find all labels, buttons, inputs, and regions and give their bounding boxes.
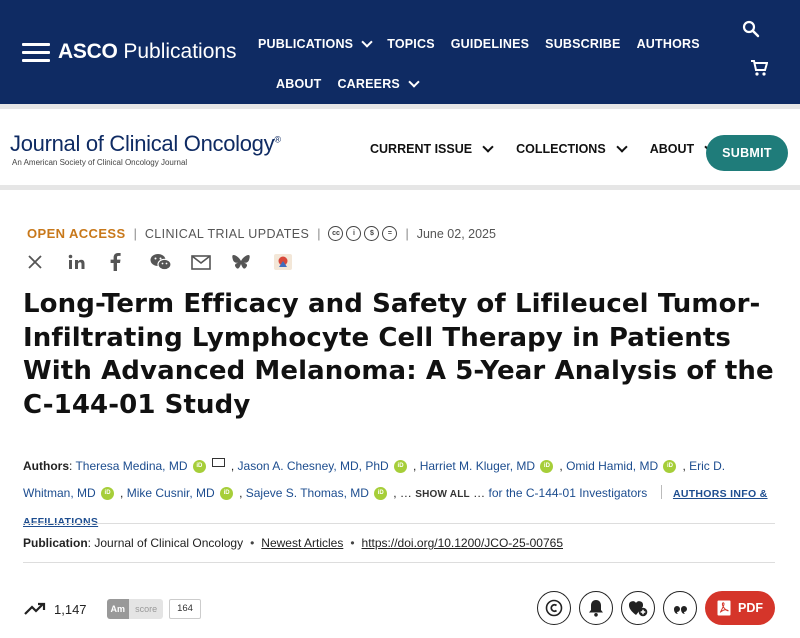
chevron-down-icon xyxy=(482,141,494,153)
orcid-icon[interactable]: iD xyxy=(540,460,554,473)
author-link[interactable]: Sajeve S. Thomas, MD xyxy=(245,486,369,500)
x-icon[interactable] xyxy=(27,250,68,274)
submit-button[interactable]: SUBMIT xyxy=(706,135,788,171)
author-link[interactable]: Jason A. Chesney, MD, PhD xyxy=(237,459,389,473)
email-icon[interactable] xyxy=(191,250,232,274)
article-section[interactable]: CLINICAL TRIAL UPDATES xyxy=(144,226,310,241)
author-link[interactable]: Mike Cusnir, MD xyxy=(126,486,215,500)
bluesky-icon[interactable] xyxy=(232,250,273,274)
cart-icon[interactable] xyxy=(750,60,770,78)
chevron-down-icon xyxy=(408,76,420,88)
metrics-bar: 1,147 Am score 164 xyxy=(24,599,201,619)
orcid-icon[interactable]: iD xyxy=(394,460,408,473)
newest-articles-link[interactable]: Newest Articles xyxy=(261,536,344,550)
journal-header: Journal of Clinical Oncology® An America… xyxy=(0,104,800,190)
publish-date: June 02, 2025 xyxy=(416,226,496,241)
creative-commons-license[interactable]: cc i $ = xyxy=(328,226,398,241)
mail-icon[interactable] xyxy=(211,458,225,467)
authors-info-affiliations-link[interactable]: AUTHORS INFO & AFFILIATIONS xyxy=(23,488,768,528)
pdf-icon xyxy=(717,600,731,616)
orcid-icon[interactable]: iD xyxy=(192,460,206,473)
altmetric-count: 164 xyxy=(169,599,201,619)
view-count: 1,147 xyxy=(54,601,87,617)
chevron-down-icon xyxy=(361,36,373,48)
menu-icon[interactable] xyxy=(22,43,50,63)
nav-authors[interactable]: AUTHORS xyxy=(636,37,700,51)
altmetric-badge[interactable]: Am score 164 xyxy=(106,599,201,619)
nav-topics[interactable]: TOPICS xyxy=(387,37,435,51)
journal-subtitle: An American Society of Clinical Oncology… xyxy=(12,158,188,167)
author-link[interactable]: Theresa Medina, MD xyxy=(75,459,188,473)
top-navigation: PUBLICATIONS TOPICS GUIDELINES SUBSCRIBE… xyxy=(258,24,700,104)
nav-publications[interactable]: PUBLICATIONS xyxy=(258,36,373,51)
wechat-icon[interactable] xyxy=(150,250,191,274)
divider xyxy=(23,523,775,524)
facebook-icon[interactable] xyxy=(109,250,150,274)
orcid-icon[interactable]: iD xyxy=(663,460,677,473)
chevron-down-icon xyxy=(616,141,628,153)
nav-subscribe[interactable]: SUBSCRIBE xyxy=(545,37,621,51)
author-link[interactable]: Omid Hamid, MD xyxy=(566,459,659,473)
cc-nd-icon: = xyxy=(382,226,398,241)
jco-logo[interactable]: Journal of Clinical Oncology® An America… xyxy=(10,131,281,167)
divider xyxy=(23,562,775,563)
cite-quote-icon[interactable] xyxy=(663,591,697,625)
favorite-add-icon[interactable] xyxy=(621,591,655,625)
orcid-icon[interactable]: iD xyxy=(374,487,388,500)
nav-collections[interactable]: COLLECTIONS xyxy=(516,141,628,156)
alert-bell-icon[interactable] xyxy=(579,591,613,625)
open-access-badge: OPEN ACCESS xyxy=(27,226,126,241)
nav-about[interactable]: ABOUT xyxy=(276,77,322,91)
author-link[interactable]: Harriet M. Kluger, MD xyxy=(419,459,536,473)
nav-guidelines[interactable]: GUIDELINES xyxy=(450,37,530,51)
search-icon[interactable] xyxy=(742,20,764,42)
author-list: Authors: Theresa Medina, MD iD, Jason A.… xyxy=(23,458,768,528)
orcid-icon[interactable]: iD xyxy=(101,487,115,500)
journal-navigation: CURRENT ISSUE COLLECTIONS ABOUT xyxy=(370,141,716,156)
trending-up-icon xyxy=(24,602,46,615)
cc-icon: cc xyxy=(328,226,344,241)
permissions-icon[interactable] xyxy=(537,591,571,625)
publication-journal: Journal of Clinical Oncology xyxy=(94,536,244,550)
author-link[interactable]: Eric D. Whitman, MD xyxy=(23,459,726,500)
doi-link[interactable]: https://doi.org/10.1200/JCO-25-00765 xyxy=(361,536,563,550)
share-bar xyxy=(27,250,314,274)
nav-journal-about[interactable]: ABOUT xyxy=(650,141,716,156)
asco-publications-logo[interactable]: ASCO Publications xyxy=(58,40,237,63)
linkedin-icon[interactable] xyxy=(68,250,109,274)
cc-by-icon: i xyxy=(346,226,362,241)
pdf-download-button[interactable]: PDF xyxy=(705,591,775,625)
cc-nc-icon: $ xyxy=(364,226,380,241)
nav-current-issue[interactable]: CURRENT ISSUE xyxy=(370,141,494,156)
site-header: ASCO Publications PUBLICATIONS TOPICS GU… xyxy=(0,0,800,104)
mendeley-icon[interactable] xyxy=(273,250,314,274)
article-actions: PDF xyxy=(537,591,775,625)
article-title: Long-Term Efficacy and Safety of Lifileu… xyxy=(23,289,774,420)
publication-line: Publication: Journal of Clinical Oncolog… xyxy=(23,536,563,550)
nav-careers[interactable]: CAREERS xyxy=(337,76,420,91)
show-all-authors-button[interactable]: SHOW ALL xyxy=(415,489,470,500)
article-meta: OPEN ACCESS | CLINICAL TRIAL UPDATES | c… xyxy=(27,226,496,241)
orcid-icon[interactable]: iD xyxy=(220,487,234,500)
investigators-link[interactable]: for the C-144-01 Investigators xyxy=(488,486,648,500)
